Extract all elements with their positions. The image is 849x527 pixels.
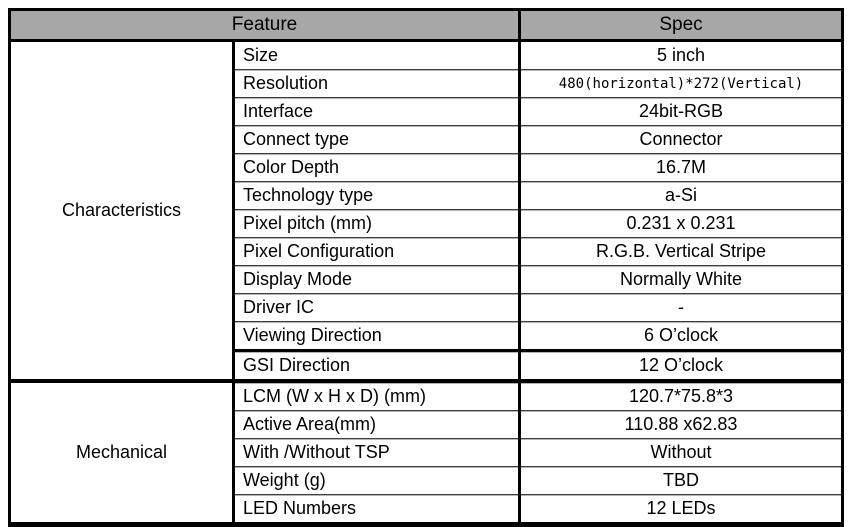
feature-cell: Display Mode — [233, 265, 520, 294]
table-row: Pixel Configuration R.G.B. Vertical Stri… — [10, 237, 843, 266]
spec-cell: 480(horizontal)*272(Vertical) — [518, 69, 843, 98]
table-row: Connect type Connector — [10, 125, 843, 154]
spec-cell: 24bit-RGB — [518, 97, 843, 126]
spec-cell: 5 inch — [518, 40, 843, 70]
header-row: Feature Spec — [9, 9, 843, 42]
spec-table: Feature Spec Characteristics Size 5 inch… — [8, 8, 845, 527]
spec-cell: 16.7M — [518, 153, 843, 182]
feature-cell: Size — [243, 45, 279, 65]
feature-cell: Driver IC — [233, 293, 520, 322]
table-row: LED Numbers 12 LEDs — [10, 494, 843, 525]
feature-cell: Pixel Configuration — [233, 237, 520, 266]
spec-cell: Without — [518, 438, 843, 467]
table-row: Resolution 480(horizontal)*272(Vertical) — [10, 69, 843, 98]
table-row: Display Mode Normally White — [10, 265, 843, 294]
spec-column-header: Spec — [519, 9, 843, 42]
spec-cell: TBD — [518, 466, 843, 495]
spec-cell: 6 O’clock — [518, 321, 843, 351]
spec-cell: R.G.B. Vertical Stripe — [518, 237, 843, 266]
spec-cell: 12 LEDs — [518, 494, 843, 525]
category-cell-mechanical: Mechanical — [9, 379, 235, 525]
table-row: Viewing Direction 6 O’clock — [10, 321, 843, 351]
table-row: Characteristics Size 5 inch — [9, 40, 843, 381]
spec-cell: 110.88 x62.83 — [518, 410, 843, 439]
feature-cell: Connect type — [233, 125, 520, 154]
table-row: GSI Direction 12 O’clock — [10, 349, 843, 381]
spec-cell: Normally White — [518, 265, 843, 294]
spec-cell: 12 O’clock — [518, 349, 843, 381]
table-row: With /Without TSP Without — [10, 438, 843, 467]
spec-cell: 0.231 x 0.231 — [518, 209, 843, 238]
feature-cell: Technology type — [233, 181, 520, 210]
table-row: Pixel pitch (mm) 0.231 x 0.231 — [10, 209, 843, 238]
table-row: Color Depth 16.7M — [10, 153, 843, 182]
feature-cell: Resolution — [233, 69, 520, 98]
feature-column-header: Feature — [9, 9, 522, 42]
table-row: Interface 24bit-RGB — [10, 97, 843, 126]
feature-cell: Color Depth — [233, 153, 520, 182]
table-row: Mechanical LCM (W x H x D) (mm) 120.7*75… — [9, 379, 843, 525]
category-cell-characteristics: Characteristics — [9, 40, 235, 381]
feature-cell: With /Without TSP — [233, 438, 520, 467]
feature-cell: LED Numbers — [233, 494, 520, 525]
feature-cell: GSI Direction — [233, 349, 520, 381]
feature-cell: Pixel pitch (mm) — [233, 209, 520, 238]
spec-cell: - — [518, 293, 843, 322]
feature-cell: LCM (W x H x D) (mm) — [233, 379, 520, 411]
table-row: Technology type a-Si — [10, 181, 843, 210]
feature-cell: Interface — [233, 97, 520, 126]
spec-cell: a-Si — [518, 181, 843, 210]
table-row: Weight (g) TBD — [10, 466, 843, 495]
table-row: Active Area(mm) 110.88 x62.83 — [10, 410, 843, 439]
spec-cell: 120.7*75.8*3 — [518, 379, 843, 411]
feature-cell: Viewing Direction — [233, 321, 520, 351]
feature-cell: Active Area(mm) — [233, 410, 520, 439]
feature-cell: Weight (g) — [233, 466, 520, 495]
spec-cell: Connector — [518, 125, 843, 154]
table-row: Driver IC - — [10, 293, 843, 322]
